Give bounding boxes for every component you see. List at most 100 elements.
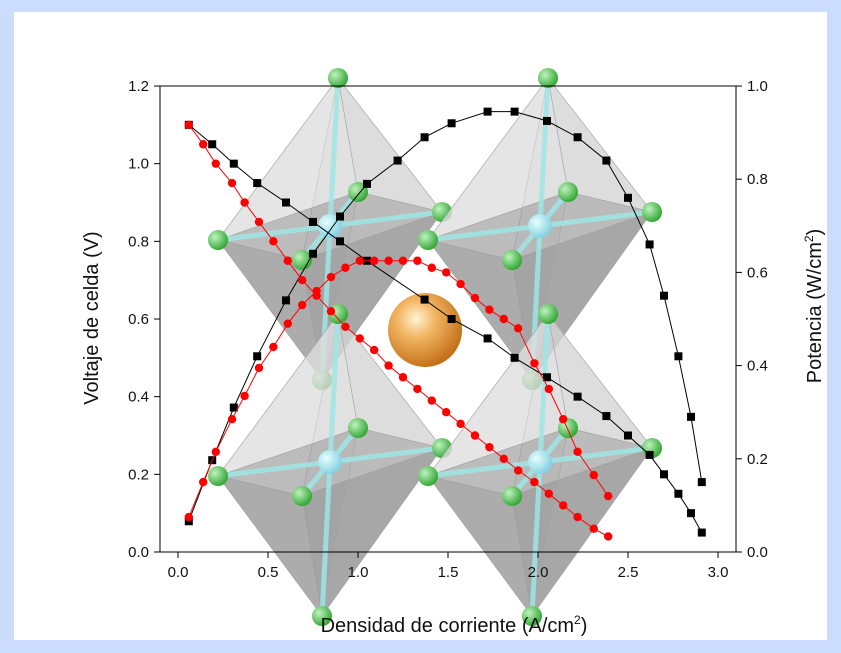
bond [529,461,543,617]
data-point [559,501,568,510]
data-point [687,509,695,518]
data-point [674,352,683,361]
data-point [602,412,611,421]
atom [348,418,368,438]
atom [418,466,438,486]
atom [418,230,438,250]
data-point [573,447,582,457]
series-line [188,260,609,518]
x-axis-title: Densidad de corriente (A/cm2) [321,613,588,637]
data-point [355,256,364,265]
data-point [624,431,632,440]
y-tick-label: 0.8 [128,233,149,250]
y-tick-label: 1.2 [128,78,149,95]
y-tick-label: 0.0 [128,544,149,561]
data-series [184,120,613,541]
data-point [543,373,551,382]
x-tick-label: 1.5 [438,564,459,581]
data-point [336,212,344,221]
data-point [355,334,364,343]
data-point [240,198,249,207]
data-point [282,296,290,305]
data-point [370,345,379,355]
data-point [208,140,217,149]
x-tick-label: 1.0 [348,564,369,581]
data-point [697,528,706,537]
data-point [559,414,568,424]
x-tick-label: 2.0 [528,564,549,581]
data-point [483,107,492,116]
central-sphere [388,293,462,367]
data-point [645,240,654,249]
data-point [514,466,523,475]
data-point [544,489,553,498]
data-point [624,193,632,202]
data-point [470,431,480,440]
series-line [188,111,703,522]
bond [329,445,443,465]
data-point [309,249,317,258]
x-tick-label: 3.0 [708,564,729,581]
atom [502,250,522,270]
bond [537,313,551,463]
data-point [604,491,613,501]
data-point [184,512,193,522]
data-point [283,319,292,328]
x-tick-label: 0.0 [168,564,189,581]
data-point [282,198,290,207]
central-atom [318,450,342,474]
y2-tick-label: 0.8 [747,171,768,188]
data-point [326,307,336,316]
data-point [483,334,492,343]
perovskite-structure-illustration [208,68,662,626]
data-point [499,454,508,463]
data-point [530,477,539,487]
data-point [269,342,278,352]
data-point [253,352,262,361]
data-point [573,512,582,522]
data-point [573,133,582,142]
atom [208,230,228,250]
x-tick-label: 2.5 [618,564,639,581]
atom [292,486,312,506]
data-point [573,392,582,401]
data-point [442,268,451,277]
data-point [687,412,695,421]
data-point [470,293,480,303]
data-point [269,237,278,246]
data-point [254,363,264,373]
y-tick-label: 0.6 [128,311,149,328]
atom [558,182,578,202]
data-point [499,314,508,324]
data-point [543,116,551,125]
data-point [398,373,408,382]
data-point [211,159,220,168]
data-point [384,256,393,265]
bond [427,223,541,243]
y-axis-ticks: 0.0 0.2 0.4 0.6 0.8 1.0 1.2 [128,78,160,561]
bond [329,209,443,229]
y2-axis-ticks: 0.0 0.2 0.4 0.6 0.8 1.0 [736,78,768,561]
y-tick-label: 1.0 [128,156,149,173]
data-point [645,450,654,459]
data-point [398,256,408,265]
data-point [485,305,494,314]
y2-tick-label: 0.4 [747,358,768,375]
data-point [253,179,262,188]
octahedron [208,304,452,626]
data-point [283,256,292,265]
y2-tick-label: 1.0 [747,78,768,95]
axes: 0.0 0.5 1.0 1.5 2.0 2.5 3.0 0.0 0.2 0.4 0.6 0.8 1.0… [128,78,768,581]
data-point [674,489,683,498]
data-point [420,295,429,304]
data-point [544,384,553,394]
data-point [326,272,336,282]
central-atom [528,214,552,238]
data-point [589,470,598,480]
atom [538,68,558,88]
data-point [336,237,344,246]
y2-axis-title: Potencia (W/cm2) [802,229,826,384]
bond [327,77,341,227]
atom [208,466,228,486]
